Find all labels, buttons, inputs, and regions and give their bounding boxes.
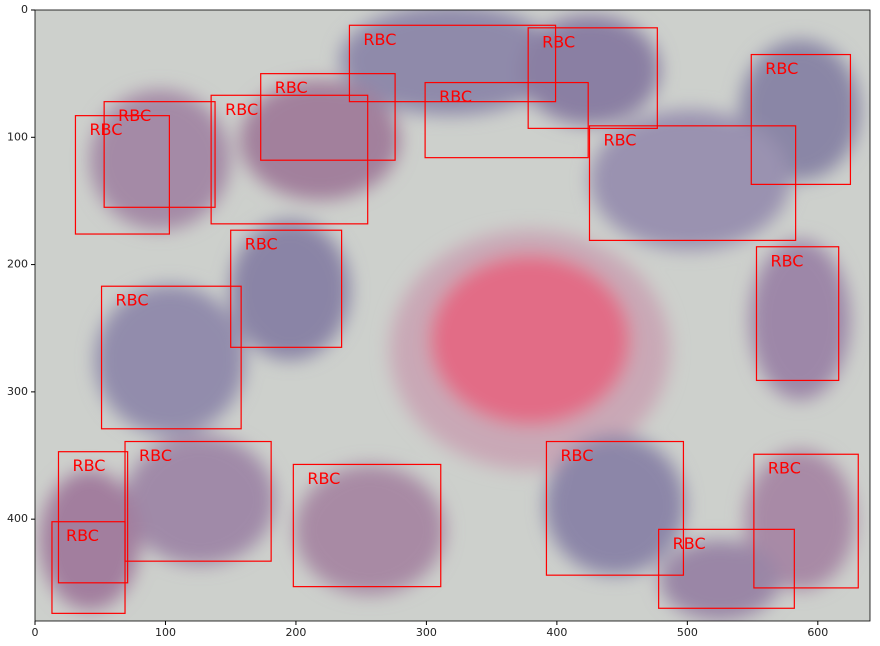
axes-frame — [34, 9, 871, 622]
box-label: RBC — [66, 526, 99, 545]
y-tick-label: 0 — [21, 3, 28, 16]
bounding-box — [51, 521, 126, 614]
bounding-box — [348, 24, 557, 103]
box-label: RBC — [139, 446, 172, 465]
x-tick-label: 300 — [416, 626, 437, 639]
bounding-box — [658, 528, 795, 609]
box-label: RBC — [363, 30, 396, 49]
bounding-box — [260, 73, 396, 161]
y-tick-label: 300 — [7, 385, 28, 398]
cell — [660, 540, 780, 620]
bounding-box — [100, 285, 242, 430]
cell — [40, 470, 140, 610]
box-label: RBC — [225, 100, 258, 119]
x-tick-label: 400 — [546, 626, 567, 639]
box-label: RBC — [275, 78, 308, 97]
bounding-box — [753, 453, 859, 589]
bounding-box — [74, 115, 170, 235]
x-tick-label: 0 — [32, 626, 39, 639]
nucleus — [430, 255, 630, 425]
bounding-box — [545, 440, 685, 576]
cell — [545, 435, 685, 575]
box-label: RBC — [768, 459, 801, 478]
cell — [95, 285, 245, 435]
bounding-box — [57, 451, 129, 584]
bounding-box — [124, 440, 272, 562]
box-label: RBC — [770, 251, 803, 270]
bounding-box — [588, 125, 797, 241]
box-label: RBC — [439, 87, 472, 106]
box-label: RBC — [560, 446, 593, 465]
cell — [125, 435, 275, 565]
bounding-box — [755, 246, 840, 382]
box-label: RBC — [116, 291, 149, 310]
box-label: RBC — [603, 130, 636, 149]
cell — [750, 240, 850, 400]
y-tick-label: 400 — [7, 512, 28, 525]
bounding-box — [292, 463, 442, 588]
x-tick-label: 500 — [677, 626, 698, 639]
cell — [90, 90, 230, 230]
cell — [295, 465, 445, 595]
x-tick-label: 200 — [285, 626, 306, 639]
cell — [230, 220, 350, 360]
bounding-box — [103, 101, 216, 208]
box-label: RBC — [89, 120, 122, 139]
box-label: RBC — [307, 469, 340, 488]
y-tick-label: 100 — [7, 130, 28, 143]
box-label: RBC — [72, 456, 105, 475]
cell — [745, 450, 855, 590]
bounding-box — [210, 94, 369, 225]
box-label: RBC — [673, 534, 706, 553]
cell — [590, 110, 790, 250]
bounding-box — [527, 27, 658, 129]
box-label: RBC — [542, 32, 575, 51]
x-tick-label: 100 — [155, 626, 176, 639]
cell — [520, 15, 660, 125]
bounding-box — [230, 229, 343, 348]
bounding-box — [424, 81, 589, 159]
x-tick-label: 600 — [807, 626, 828, 639]
box-label: RBC — [765, 59, 798, 78]
bounding-box — [750, 53, 852, 185]
box-label: RBC — [245, 235, 278, 254]
y-tick-label: 200 — [7, 258, 28, 271]
cell — [240, 80, 400, 200]
